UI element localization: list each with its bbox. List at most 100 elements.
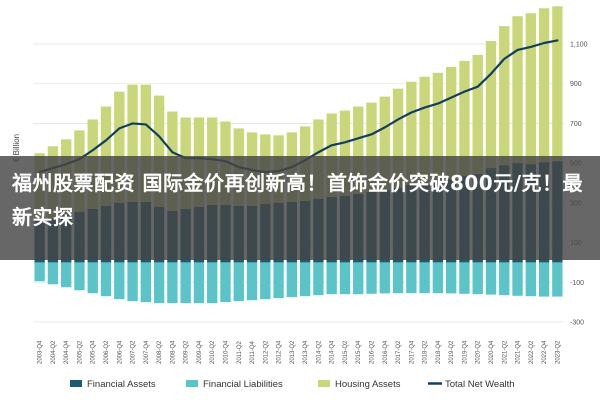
financial-liabilities-bar (353, 262, 364, 295)
financial-liabilities-bar (406, 262, 417, 294)
x-tick-label: 2010-Q4 (223, 340, 229, 364)
x-tick-label: 2006-Q2 (104, 340, 110, 364)
x-tick-label: 2018-Q2 (423, 340, 429, 364)
x-tick-label: 2020-Q4 (489, 340, 495, 364)
housing-assets-bar (419, 76, 430, 184)
y-tick-label: 900 (570, 81, 582, 88)
financial-liabilities-bar (313, 262, 324, 296)
financial-liabilities-bar (207, 262, 218, 304)
x-tick-label: 2014-Q4 (330, 340, 336, 364)
financial-liabilities-bar (419, 262, 430, 294)
financial-liabilities-bar (445, 262, 457, 294)
x-tick-label: 2015-Q4 (356, 340, 362, 364)
housing-assets-bar (538, 8, 550, 163)
housing-assets-bar (499, 26, 510, 166)
housing-assets-bar (432, 72, 444, 183)
legend-label: Total Net Wealth (445, 379, 515, 390)
financial-liabilities-bar (485, 262, 497, 295)
financial-liabilities-bar (286, 262, 298, 298)
x-tick-label: 2007-Q2 (131, 340, 137, 364)
financial-liabilities-bar (140, 262, 152, 303)
x-tick-label: 2013-Q2 (290, 340, 296, 364)
x-tick-label: 2008-Q4 (170, 340, 176, 364)
x-tick-label: 2003-Q4 (38, 340, 44, 364)
x-tick-label: 2017-Q2 (396, 340, 402, 364)
housing-assets-bar (140, 84, 152, 202)
financial-liabilities-bar (114, 262, 125, 300)
legend-label: Financial Liabilities (203, 379, 283, 390)
housing-assets-bar (379, 96, 390, 190)
legend-swatch (70, 380, 82, 387)
x-tick-label: 2022-Q4 (542, 340, 548, 364)
financial-liabilities-bar (472, 262, 483, 295)
financial-liabilities-bar (299, 262, 311, 297)
x-tick-label: 2017-Q4 (409, 340, 415, 364)
financial-liabilities-bar (525, 262, 536, 297)
financial-liabilities-bar (379, 262, 390, 294)
legend-swatch (186, 380, 198, 387)
financial-liabilities-bar (366, 262, 377, 294)
housing-assets-bar (326, 113, 337, 197)
financial-liabilities-bar (552, 262, 563, 297)
housing-assets-bar (127, 84, 138, 202)
x-tick-label: 2016-Q2 (370, 340, 376, 364)
x-tick-label: 2011-Q4 (250, 340, 256, 364)
x-tick-label: 2008-Q2 (157, 340, 163, 364)
housing-assets-bar (459, 60, 470, 177)
x-tick-label: 2014-Q2 (316, 340, 322, 364)
y-tick-label: 700 (570, 121, 582, 128)
x-tick-label: 2021-Q4 (516, 340, 522, 364)
x-tick-label: 2004-Q2 (51, 340, 57, 364)
x-tick-label: 2012-Q4 (277, 340, 283, 364)
financial-liabilities-bar (220, 262, 231, 303)
legend-housing-assets: Housing Assets (318, 379, 401, 390)
legend: Financial Assets Financial Liabilities Hou… (70, 379, 515, 390)
housing-assets-bar (339, 110, 351, 196)
legend-label: Financial Assets (87, 379, 156, 390)
x-tick-label: 2019-Q2 (449, 340, 455, 364)
x-tick-label: 2015-Q2 (343, 340, 349, 364)
housing-assets-bar (525, 13, 536, 165)
x-tick-label: 2004-Q4 (64, 340, 70, 364)
x-tick-label: 2005-Q4 (91, 340, 97, 364)
financial-liabilities-bar (326, 262, 337, 295)
financial-liabilities-bar (233, 262, 244, 302)
financial-liabilities-bar (34, 262, 45, 282)
housing-assets-bar (153, 95, 165, 207)
x-tick-label: 2013-Q4 (303, 340, 309, 364)
financial-liabilities-bar (87, 262, 98, 294)
housing-assets-bar (472, 54, 483, 175)
x-tick-label: 2019-Q4 (462, 340, 468, 364)
headline-text[interactable]: 福州股票配资 国际金价再创新高！首饰金价突破800元/克！最新实探 (12, 171, 584, 229)
legend-swatch (318, 380, 330, 387)
financial-liabilities-bar (499, 262, 510, 296)
y-tick-label: -300 (570, 320, 584, 327)
financial-liabilities-bar (167, 262, 178, 304)
financial-liabilities-bar (47, 262, 59, 285)
housing-assets-bar (392, 88, 404, 188)
financial-liabilities-bar (392, 262, 404, 294)
financial-liabilities-bar (153, 262, 165, 304)
x-tick-label: 2012-Q2 (263, 340, 269, 364)
y-tick-label: -100 (570, 280, 584, 287)
housing-assets-bar (406, 81, 417, 185)
y-axis-label: € Billion (12, 134, 21, 162)
x-tick-label: 2010-Q2 (210, 340, 216, 364)
legend-label: Housing Assets (335, 379, 401, 390)
x-tick-label: 2005-Q2 (77, 340, 83, 364)
x-tick-label: 2009-Q2 (184, 340, 190, 364)
financial-liabilities-bar (127, 262, 138, 302)
x-axis: 2003-Q4 2004-Q2 2004-Q4 2005-Q2 2005-Q4 2006-… (38, 340, 562, 364)
financial-liabilities-bar (459, 262, 470, 294)
financial-liabilities-bar (273, 262, 284, 299)
x-tick-label: 2016-Q4 (383, 340, 389, 364)
housing-assets-bar (114, 91, 125, 203)
x-tick-label: 2020-Q2 (476, 340, 482, 364)
housing-assets-bar (552, 6, 563, 162)
housing-assets-bar (445, 66, 457, 180)
x-tick-label: 2006-Q4 (117, 340, 123, 364)
legend-financial-assets: Financial Assets (70, 379, 156, 390)
x-tick-label: 2022-Q2 (529, 340, 535, 364)
legend-financial-liabilities: Financial Liabilities (186, 379, 283, 390)
x-tick-label: 2021-Q2 (502, 340, 508, 364)
